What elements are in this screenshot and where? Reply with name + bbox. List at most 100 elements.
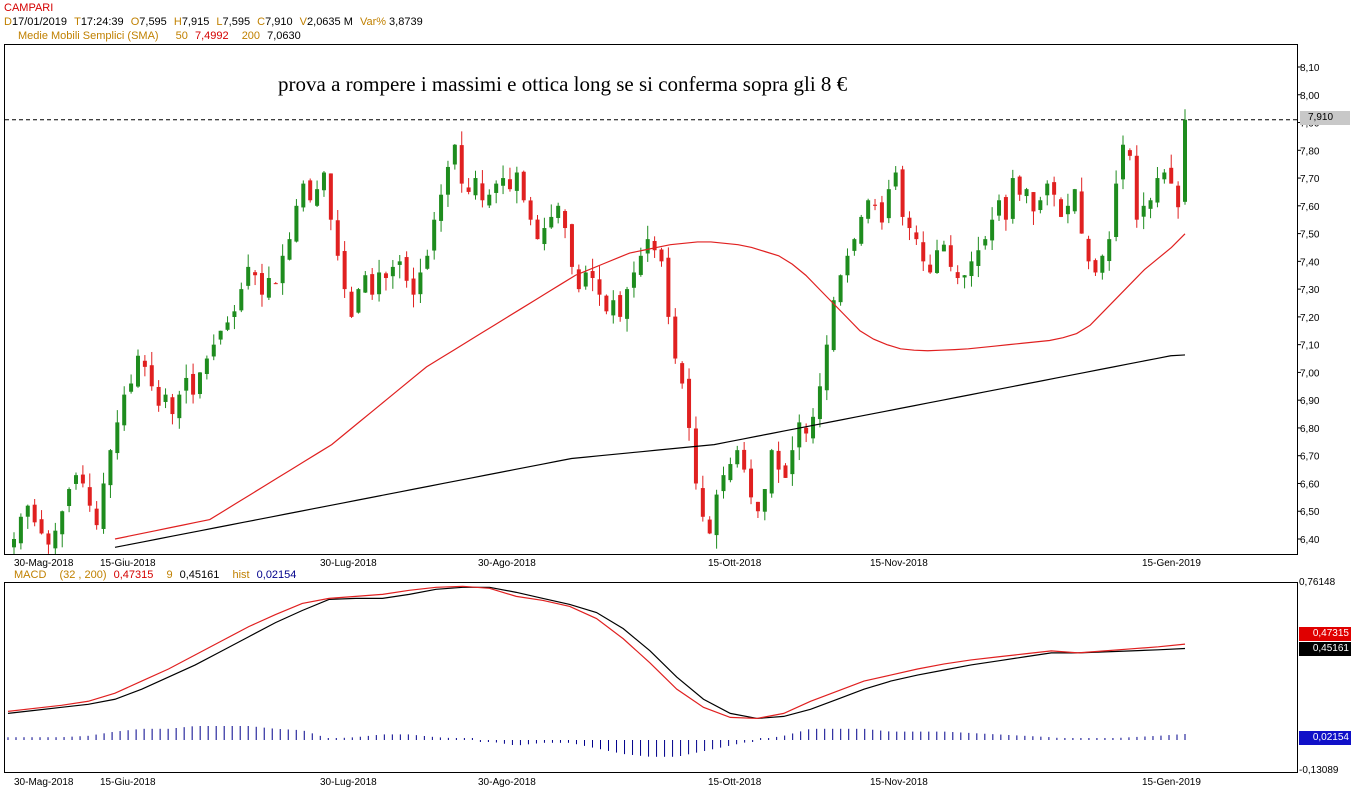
candle-body [680,363,685,384]
candle-body [197,372,202,395]
candle-body [266,278,271,298]
candle-body [156,386,161,406]
candle-body [294,205,299,242]
candle-body [1010,178,1015,219]
candle-body [714,494,719,536]
candle-body [1045,183,1050,196]
candle-body [18,516,23,544]
price-tick-label: 7,50 [1300,230,1320,241]
candle-body [935,250,940,273]
candle-body [67,489,72,507]
candle-body [597,279,602,295]
candle-body [735,450,740,465]
candle-body [721,475,726,492]
candle-body [253,272,258,276]
candle-body [25,505,30,517]
candle-body [80,474,85,484]
candle-body [563,211,568,229]
price-tick-label: 7,00 [1300,368,1320,379]
candle-body [432,219,437,251]
candle-body [170,397,175,415]
macd-axis-top: 0,76148 [1299,577,1336,588]
candle-body [377,272,382,295]
candle-body [1121,144,1126,180]
candle-body [280,255,285,284]
candle-body [824,344,829,391]
candle-body [225,322,230,330]
chart-annotation: prova a rompere i massimi e ottica long … [278,72,848,96]
candle-body [769,450,774,494]
candle-body [53,530,58,549]
candle-body [921,242,926,262]
candle-body [1086,238,1091,262]
candle-body [1072,189,1077,212]
candle-body [246,266,251,286]
candle-body [418,272,423,295]
candle-body [1093,260,1098,273]
macd-line [7,585,1186,720]
candle-body [859,216,864,244]
candle-body [652,240,657,251]
price-tick-label: 7,20 [1300,313,1320,324]
candle-body [349,291,354,317]
candle-body [1169,167,1174,184]
candle-body [73,475,78,484]
macd-value-tag: 0,47315 [1299,627,1351,641]
candle-body [1148,200,1153,209]
candle-body [556,205,561,218]
last-price-tag: 7,910 [1300,111,1350,125]
date-label-price: 15-Giu-2018 [100,558,156,569]
candle-body [60,511,65,535]
candle-body [342,251,347,290]
date-label-macd: 15-Gen-2019 [1142,777,1201,788]
candle-body [1176,185,1181,208]
candle-body [1134,155,1139,220]
candle-body [301,183,306,208]
sma200-line [114,354,1186,548]
candle-body [184,377,189,391]
candle-body [569,224,574,267]
candle-body [328,173,333,220]
candle-body [611,300,616,316]
candle-body [776,450,781,470]
candle-body [693,428,698,484]
candle-body [866,200,871,219]
candle-body [363,275,368,293]
price-plot [5,109,1297,554]
signal-value-tag: 0,45161 [1299,642,1351,656]
date-label-price: 15-Ott-2018 [708,558,762,569]
candle-body [790,450,795,475]
candle-body [914,232,919,240]
candle-body [204,358,209,374]
candle-body [590,271,595,279]
candle-body [108,450,113,486]
candle-body [783,465,788,478]
candle-body [549,216,554,228]
price-panel-frame [4,44,1298,555]
candle-body [232,311,237,317]
candle-body [287,239,292,260]
candle-body [804,427,809,434]
candle-body [494,183,499,193]
candle-body [1079,191,1084,234]
candle-body [1017,176,1022,195]
candle-body [755,501,760,512]
candle-body [1024,189,1029,197]
candle-body [728,464,733,481]
candle-body [1141,205,1146,217]
candle-body [983,239,988,246]
macd-plot [7,585,1186,757]
candle-body [749,468,754,498]
candle-body [129,383,134,392]
candle-body [149,365,154,387]
candle-body [191,373,196,395]
date-label-price: 15-Gen-2019 [1142,558,1201,569]
candle-body [218,330,223,340]
candle-body [404,257,409,281]
candle-body [39,519,44,534]
candle-body [838,275,843,303]
candle-body [46,533,51,545]
candle-body [1155,178,1160,203]
candle-body [321,172,326,191]
candle-body [370,274,375,295]
